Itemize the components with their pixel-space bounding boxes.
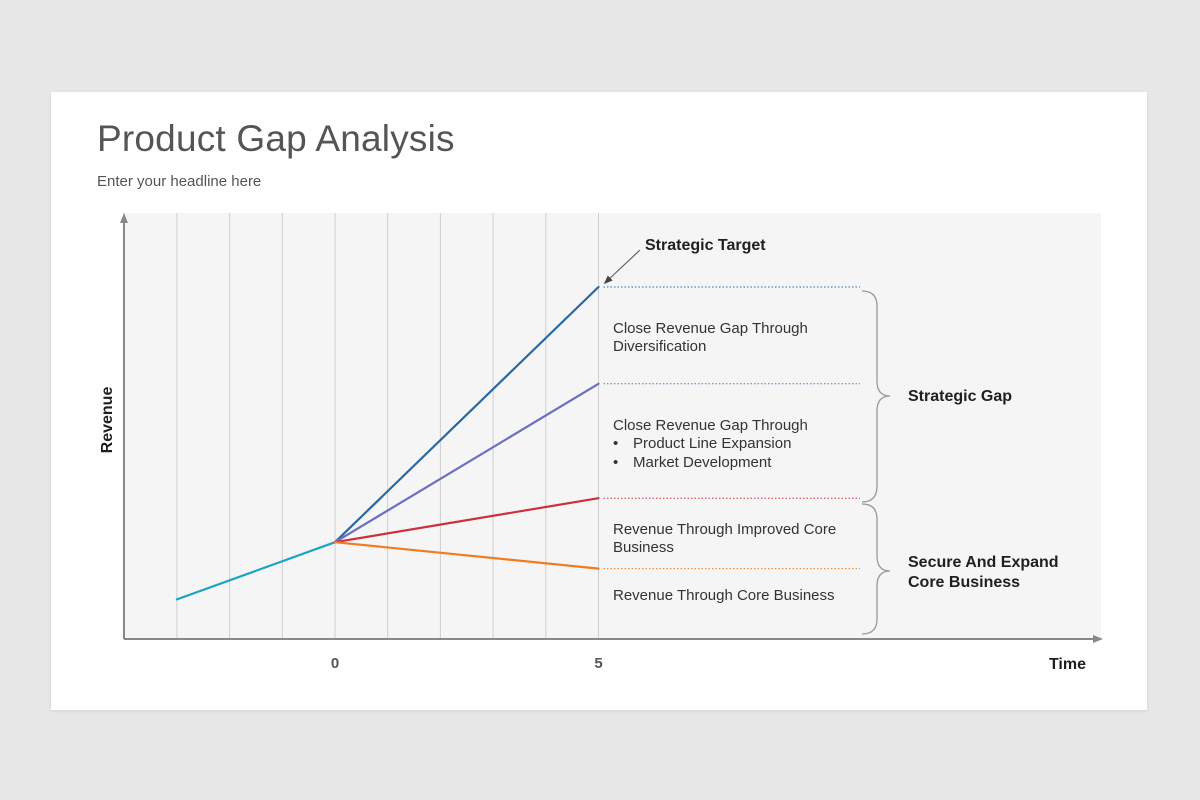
secure-expand-label-line1: Secure And Expand (908, 554, 1059, 571)
series-line-core (333, 541, 600, 570)
x-tick-label-0: 0 (331, 655, 339, 672)
secure-expand-label-line2: Core Business (908, 574, 1020, 591)
expansion-bullet-dot-2: • (613, 454, 618, 471)
x-axis-title: Time (1049, 656, 1086, 673)
page-subtitle: Enter your headline here (97, 173, 262, 190)
page-title: Product Gap Analysis (97, 118, 455, 159)
x-tick-label-5: 5 (594, 655, 602, 672)
expansion-text-line1: Close Revenue Gap Through (613, 417, 808, 434)
series-line-expansion (333, 382, 600, 544)
expansion-bullet-dot-1: • (613, 435, 618, 452)
improved-core-text-line2: Business (613, 539, 674, 556)
expansion-bullet-1: Product Line Expansion (633, 435, 791, 452)
core-text: Revenue Through Core Business (613, 587, 835, 604)
strategic-gap-brace (861, 290, 891, 503)
strategic-target-label: Strategic Target (645, 237, 766, 254)
diversification-text-line1: Close Revenue Gap Through (613, 320, 808, 337)
improved-core-text-line1: Revenue Through Improved Core (613, 521, 836, 538)
series-line-improved_core (333, 497, 600, 544)
series-line-diversification (333, 285, 600, 544)
series-line-history (175, 541, 337, 601)
series-layer (175, 285, 600, 601)
strategic-target-arrow (603, 249, 641, 285)
gap-dividers (603, 286, 860, 570)
core-business-brace (861, 503, 891, 635)
diversification-text-line2: Diversification (613, 338, 706, 355)
strategic-gap-label: Strategic Gap (908, 388, 1012, 405)
y-axis-title: Revenue (99, 387, 116, 454)
expansion-bullet-2: Market Development (633, 454, 772, 471)
